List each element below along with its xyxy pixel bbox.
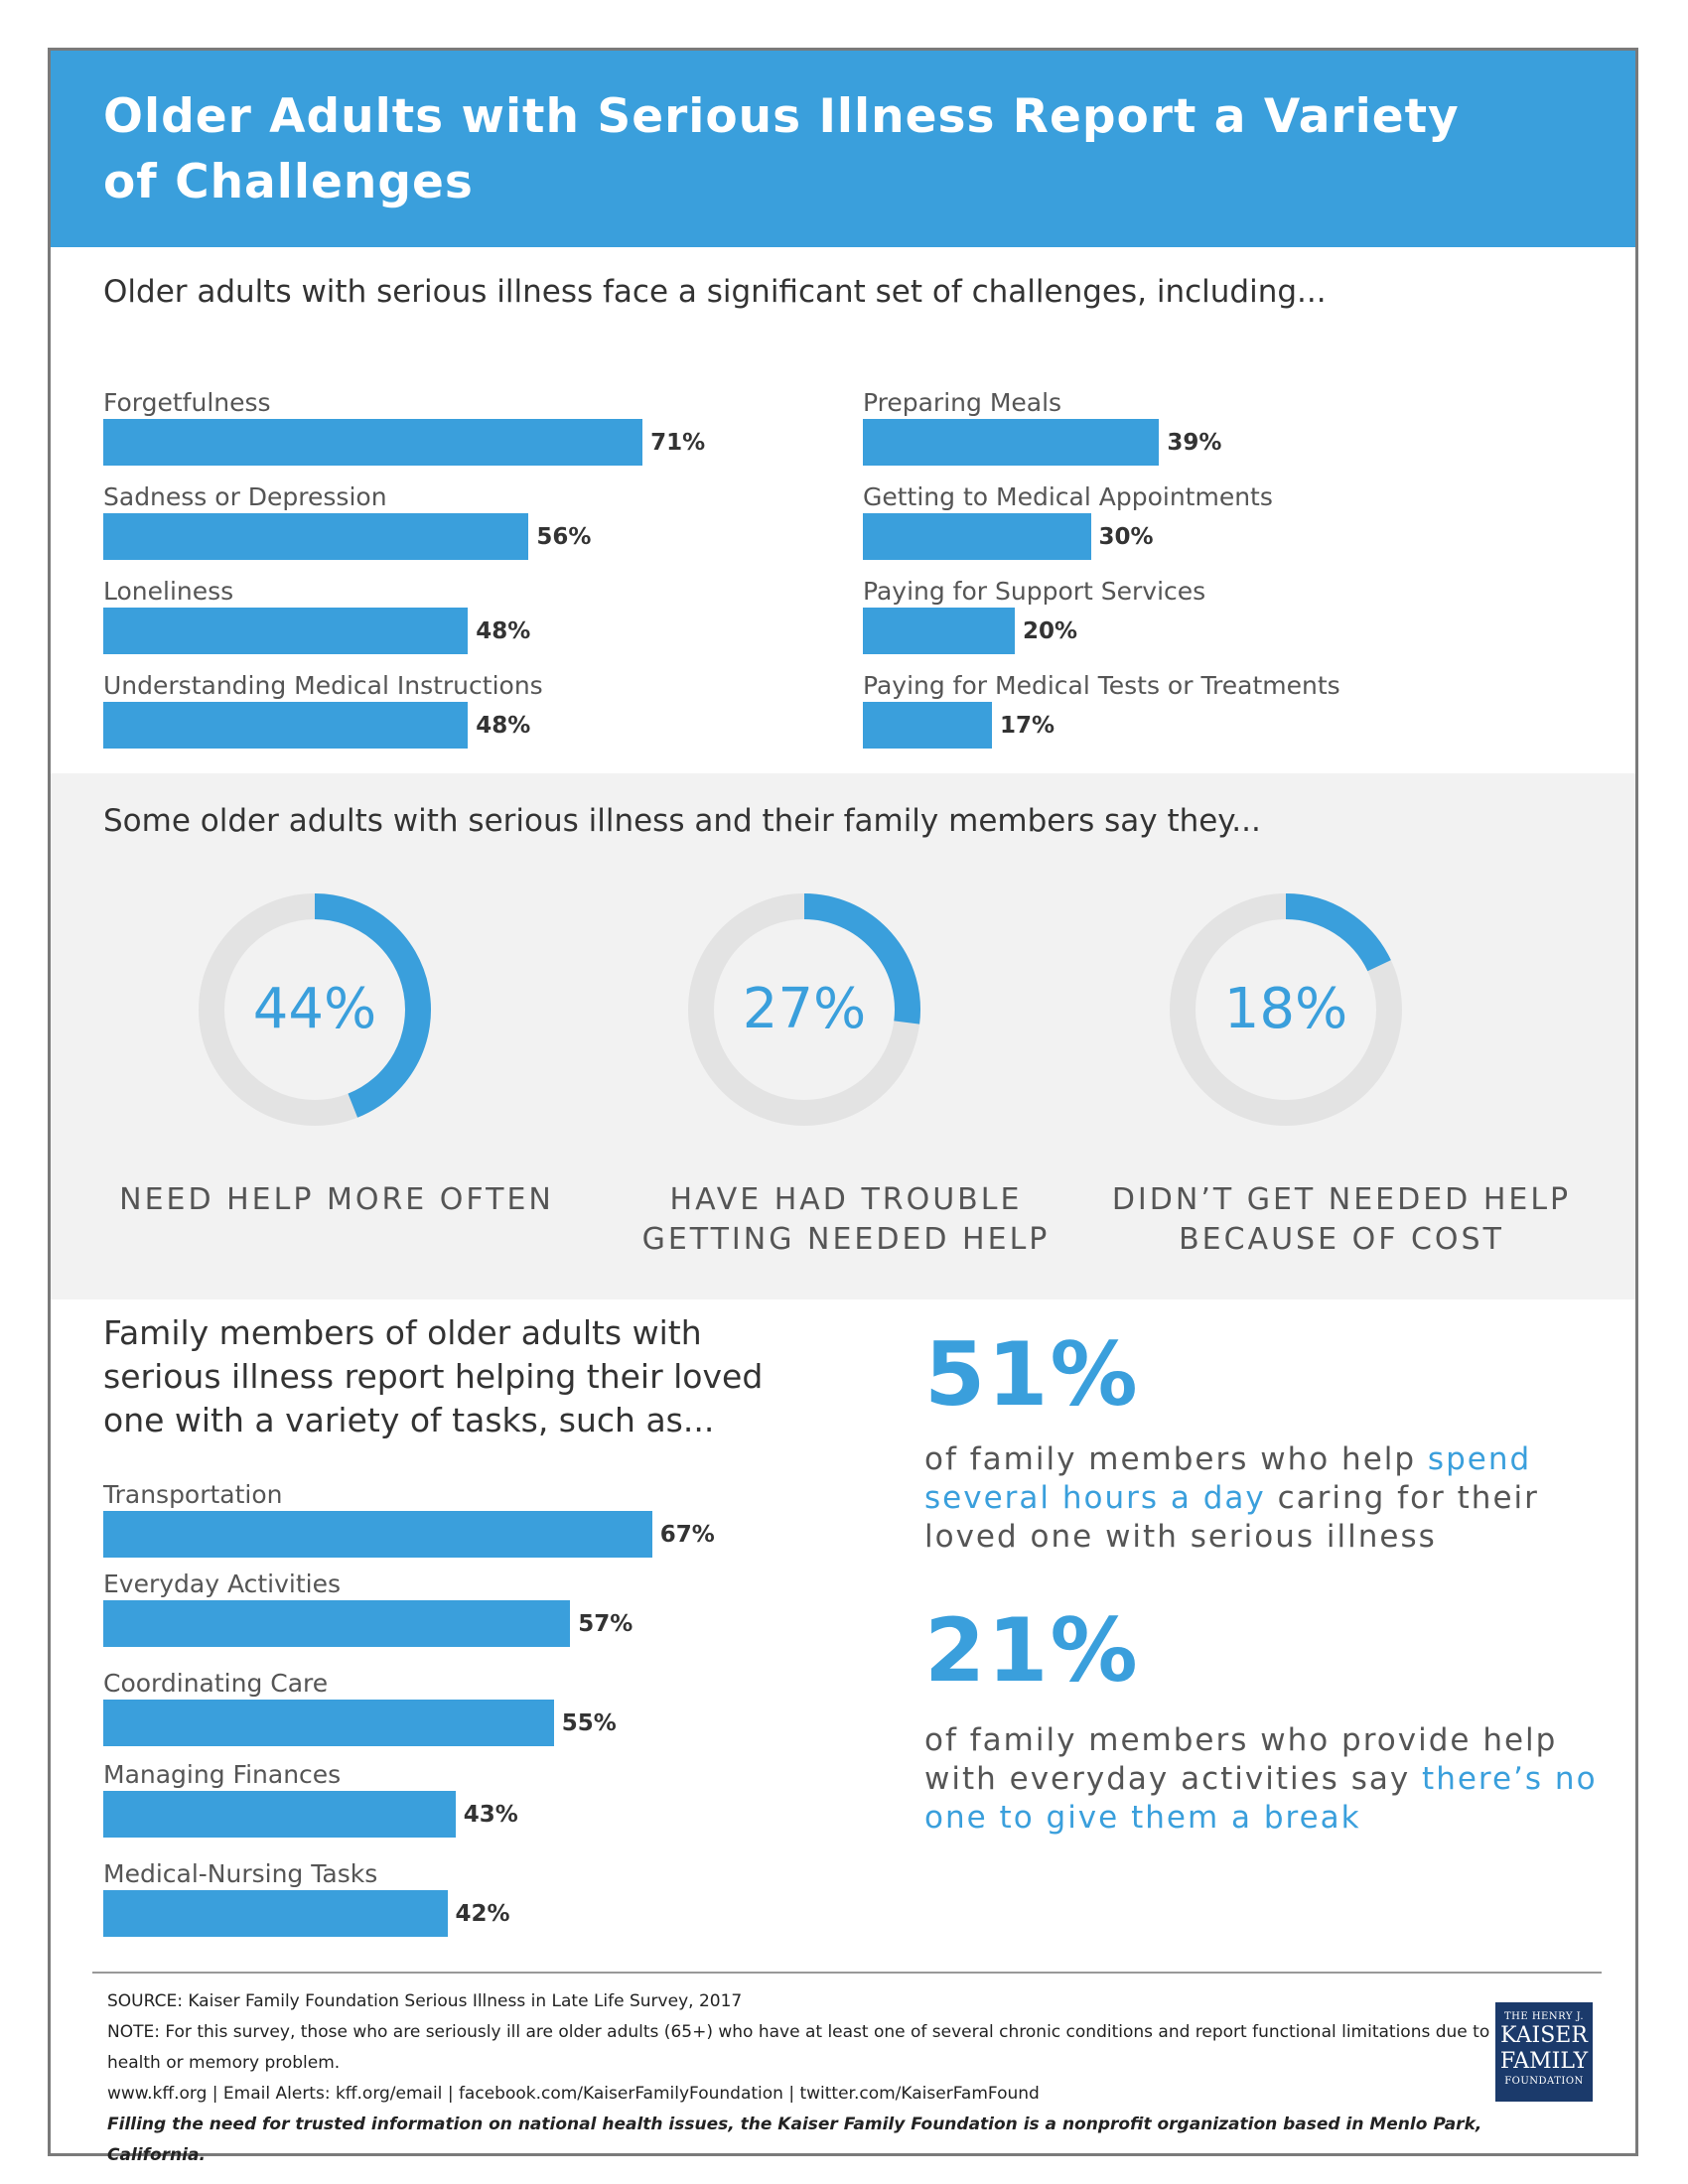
donut-caption-line: GETTING NEEDED HELP	[641, 1222, 1051, 1257]
needs-intro: Some older adults with serious illness a…	[103, 803, 1261, 839]
footer-source: SOURCE: Kaiser Family Foundation Serious…	[107, 1991, 743, 2011]
bar-label: Paying for Medical Tests or Treatments	[863, 671, 1340, 700]
donut-svg	[1170, 893, 1402, 1126]
donut-arc	[1285, 893, 1391, 972]
donut-chart: 18%	[1167, 890, 1405, 1129]
stat-text-part: caring for their loved one with serious …	[924, 1480, 1539, 1555]
bar-value-label: 57%	[578, 1611, 633, 1637]
donut-svg	[199, 893, 431, 1126]
bar-label: Everyday Activities	[103, 1570, 342, 1598]
donut-arc	[314, 893, 431, 1118]
bar	[103, 1890, 448, 1937]
bar-value-label: 48%	[476, 618, 531, 644]
bar-value-label: 67%	[659, 1522, 715, 1548]
bar-value-label: 71%	[650, 430, 706, 456]
bar-label: Understanding Medical Instructions	[103, 671, 543, 700]
donut-caption: HAVE HAD TROUBLE GETTING NEEDED HELP	[598, 1180, 1094, 1260]
bar	[103, 419, 643, 466]
donut-svg	[688, 893, 920, 1126]
bar	[103, 608, 469, 654]
bar-value-label: 56%	[536, 524, 592, 550]
donut-chart: 27%	[685, 890, 923, 1129]
donut-caption-line: HAVE HAD TROUBLE	[669, 1182, 1023, 1217]
page-title: Older Adults with Serious Illness Report…	[103, 89, 1460, 209]
challenges-intro: Older adults with serious illness face a…	[103, 274, 1327, 310]
donut-caption: NEED HELP MORE OFTEN	[88, 1180, 585, 1220]
bar	[103, 1700, 554, 1746]
donut-value-label: 18%	[1223, 977, 1348, 1041]
stat-value: 21%	[924, 1599, 1140, 1702]
header-banner: Older Adults with Serious Illness Report…	[51, 51, 1635, 247]
stat-highlight: spend several hours a day	[924, 1441, 1532, 1516]
donut-caption-line: DIDN’T GET NEEDED HELP	[1111, 1182, 1572, 1217]
bar-label: Coordinating Care	[103, 1669, 329, 1698]
footer: SOURCE: Kaiser Family Foundation Serious…	[107, 1986, 1517, 2171]
bar	[103, 1600, 571, 1647]
bar-label: Sadness or Depression	[103, 482, 387, 511]
needs-section: Some older adults with serious illness a…	[51, 773, 1635, 1299]
bar	[863, 419, 1160, 466]
donut-value-label: 44%	[252, 977, 377, 1041]
infographic-frame: Older Adults with Serious Illness Report…	[48, 48, 1638, 2165]
donut-arc	[803, 893, 920, 1024]
stat-value: 51%	[924, 1323, 1140, 1426]
donut-caption: DIDN’T GET NEEDED HELP BECAUSE OF COST	[1093, 1180, 1590, 1260]
stat-highlight: there’s no one to give them a break	[924, 1761, 1598, 1836]
donut-chart: 44%	[196, 890, 434, 1129]
bar-label: Loneliness	[103, 577, 234, 606]
bar	[863, 608, 1015, 654]
bar-label: Preparing Meals	[863, 388, 1062, 417]
bar-label: Paying for Support Services	[863, 577, 1206, 606]
footer-note: NOTE: For this survey, those who are ser…	[107, 2022, 1506, 2073]
bar-value-label: 17%	[1000, 713, 1055, 739]
footer-links: www.kff.org | Email Alerts: kff.org/emai…	[107, 2084, 1040, 2104]
stat-text-part: of family members who help	[924, 1441, 1428, 1477]
bar-value-label: 30%	[1098, 524, 1154, 550]
bar-label: Managing Finances	[103, 1760, 342, 1789]
bar	[863, 702, 993, 749]
bar-label: Medical-Nursing Tasks	[103, 1859, 378, 1888]
donut-caption-line: NEED HELP MORE OFTEN	[119, 1182, 554, 1217]
bar-value-label: 20%	[1023, 618, 1078, 644]
footer-tagline: Filling the need for trusted information…	[107, 2115, 1482, 2165]
stat-description: of family members who help spend several…	[924, 1440, 1600, 1557]
bar	[103, 1511, 652, 1558]
bar-label: Transportation	[103, 1480, 283, 1509]
bar-value-label: 55%	[561, 1710, 617, 1736]
donut-caption-line: BECAUSE OF COST	[1179, 1222, 1504, 1257]
kff-logo: THE HENRY J. KAISER FAMILY FOUNDATION	[1495, 2002, 1593, 2102]
bar-value-label: 43%	[463, 1802, 518, 1828]
stat-description: of family members who provide help with …	[924, 1721, 1600, 1838]
bar	[103, 513, 529, 560]
bar	[103, 1791, 456, 1838]
family-intro: Family members of older adults with seri…	[103, 1313, 764, 1439]
bar-value-label: 48%	[476, 713, 531, 739]
stat-text-part: of family members who provide help with …	[924, 1722, 1558, 1797]
bar	[863, 513, 1091, 560]
bar-value-label: 42%	[455, 1901, 510, 1927]
donut-value-label: 27%	[742, 977, 867, 1041]
bar-value-label: 39%	[1167, 430, 1222, 456]
bar-label: Getting to Medical Appointments	[863, 482, 1273, 511]
bar-label: Forgetfulness	[103, 388, 271, 417]
footer-divider	[92, 1972, 1602, 1974]
bar	[103, 702, 469, 749]
